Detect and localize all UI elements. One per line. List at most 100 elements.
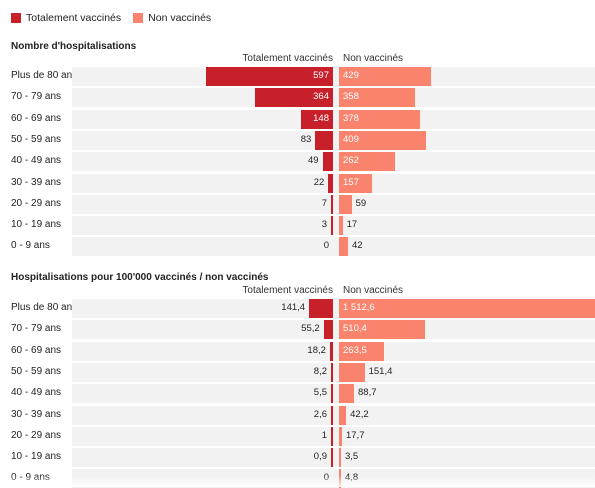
track-left: [72, 152, 344, 171]
value-label-vaccinated: 22: [313, 177, 325, 188]
value-label-vaccinated: 364: [313, 91, 329, 102]
column-header-unvaccinated: Non vaccinés: [343, 285, 404, 296]
track-left: [72, 174, 344, 193]
value-label-unvaccinated: 157: [343, 177, 359, 188]
track-right: [339, 237, 595, 256]
track-right: [339, 342, 595, 361]
bar-vaccinated: [331, 406, 333, 425]
bar-unvaccinated: [339, 88, 416, 107]
bar-unvaccinated: [339, 448, 341, 467]
bar-vaccinated: [329, 342, 333, 361]
bar-unvaccinated: [339, 384, 354, 403]
track-left: [72, 406, 344, 425]
bar-vaccinated: [328, 174, 333, 193]
value-label-vaccinated: 1: [321, 430, 327, 441]
bar-unvaccinated: [339, 174, 373, 193]
category-label: 10 - 19 ans: [11, 219, 62, 230]
category-label: Plus de 80 ans: [11, 302, 78, 313]
value-label-unvaccinated: 378: [343, 113, 359, 124]
track-right: [339, 152, 595, 171]
bar-vaccinated: [331, 427, 333, 446]
bar-unvaccinated: [339, 216, 343, 235]
legend-label-vaccinated: Totalement vaccinés: [26, 12, 122, 24]
value-label-vaccinated: 7: [321, 198, 327, 209]
track-left: [72, 384, 344, 403]
track-right: [339, 195, 595, 214]
row-10-19-ans: 10 - 19 ans 0,9 3,5: [11, 448, 595, 467]
row-40-49-ans: 40 - 49 ans 5,5 88,7: [11, 384, 595, 403]
value-label-vaccinated: 49: [307, 155, 319, 166]
track-left: [72, 195, 344, 214]
category-label: 50 - 59 ans: [11, 366, 62, 377]
legend-item-unvaccinated: Non vaccinés: [133, 12, 211, 24]
category-label: 40 - 49 ans: [11, 155, 62, 166]
row-30-39-ans: 30 - 39 ans 22 157: [11, 174, 595, 193]
bar-unvaccinated: [339, 67, 431, 86]
bar-unvaccinated: [339, 131, 427, 150]
column-header-unvaccinated: Non vaccinés: [343, 53, 404, 64]
category-label: 20 - 29 ans: [11, 198, 62, 209]
track-left: [72, 299, 344, 318]
value-label-unvaccinated: 429: [343, 70, 359, 81]
category-label: 40 - 49 ans: [11, 387, 62, 398]
track-right: [339, 363, 595, 382]
column-header-vaccinated: Totalement vaccinés: [242, 53, 333, 64]
bar-unvaccinated: [339, 342, 384, 361]
bar-unvaccinated: [339, 406, 347, 425]
value-label-unvaccinated: 17: [346, 219, 358, 230]
panel-title-hospitalisations: Nombre d'hospitalisations: [11, 41, 137, 52]
bar-vaccinated: [255, 88, 333, 107]
category-label: 10 - 19 ans: [11, 451, 62, 462]
bar-unvaccinated: [339, 110, 420, 129]
category-label: 70 - 79 ans: [11, 323, 62, 334]
track-left: [72, 110, 344, 129]
track-left: [72, 363, 344, 382]
bar-vaccinated: [323, 320, 333, 339]
value-label-unvaccinated: 88,7: [358, 387, 377, 398]
chart-legend: Totalement vaccinés Non vaccinés: [11, 12, 223, 24]
category-label: 60 - 69 ans: [11, 345, 62, 356]
value-label-vaccinated: 3: [321, 219, 327, 230]
bar-unvaccinated: [339, 427, 342, 446]
row-30-39-ans: 30 - 39 ans 2,6 42,2: [11, 406, 595, 425]
bar-vaccinated: [331, 384, 333, 403]
value-label-unvaccinated: 151,4: [368, 366, 393, 377]
value-label-unvaccinated: 3,5: [345, 451, 359, 462]
bar-vaccinated: [322, 152, 333, 171]
value-label-vaccinated: 597: [313, 70, 329, 81]
track-left: [72, 216, 344, 235]
bottom-fade: [0, 475, 595, 487]
row-20-29-ans: 20 - 29 ans 7 59: [11, 195, 595, 214]
track-right: [339, 174, 595, 193]
value-label-unvaccinated: 409: [343, 134, 359, 145]
bar-unvaccinated: [339, 237, 348, 256]
track-left: [72, 342, 344, 361]
row-20-29-ans: 20 - 29 ans 1 17,7: [11, 427, 595, 446]
value-label-unvaccinated: 358: [343, 91, 359, 102]
value-label-unvaccinated: 1 512,6: [343, 302, 375, 313]
value-label-vaccinated: 2,6: [313, 409, 327, 420]
bar-vaccinated: [331, 363, 333, 382]
value-label-unvaccinated: 42: [351, 240, 363, 251]
value-label-unvaccinated: 42,2: [350, 409, 369, 420]
row-70-79-ans: 70 - 79 ans 364 358: [11, 88, 595, 107]
bar-unvaccinated: [339, 320, 426, 339]
value-label-vaccinated: 8,2: [313, 366, 327, 377]
value-label-unvaccinated: 59: [355, 198, 367, 209]
track-right: [339, 427, 595, 446]
bar-unvaccinated: [339, 299, 595, 318]
track-left: [72, 320, 344, 339]
value-label-unvaccinated: 262: [343, 155, 359, 166]
track-right: [339, 384, 595, 403]
bar-unvaccinated: [339, 363, 365, 382]
value-label-vaccinated: 83: [300, 134, 312, 145]
value-label-vaccinated: 148: [313, 113, 329, 124]
category-label: 70 - 79 ans: [11, 91, 62, 102]
value-label-vaccinated: 55,2: [301, 323, 320, 334]
legend-swatch-unvaccinated: [133, 13, 144, 23]
legend-label-unvaccinated: Non vaccinés: [148, 12, 212, 24]
track-left: [72, 237, 344, 256]
category-label: 20 - 29 ans: [11, 430, 62, 441]
value-label-unvaccinated: 17,7: [345, 430, 365, 441]
category-label: 30 - 39 ans: [11, 409, 62, 420]
